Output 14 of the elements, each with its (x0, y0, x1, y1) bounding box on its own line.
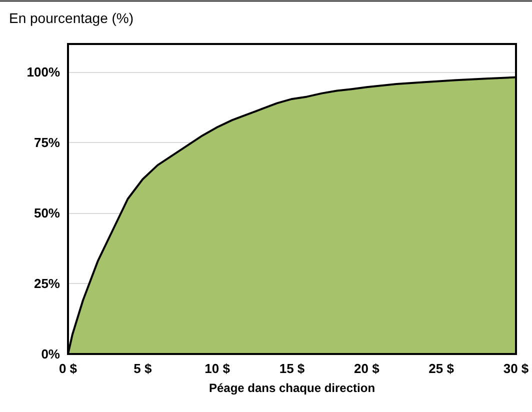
chart-title: En pourcentage (%) (9, 10, 134, 26)
x-tick-label: 5 $ (134, 361, 152, 376)
y-tick-label: 50% (34, 206, 60, 221)
x-tick-label: 0 $ (58, 361, 78, 376)
x-tick-label: 20 $ (354, 361, 380, 376)
y-tick-label: 75% (34, 135, 60, 150)
x-tick-label: 10 $ (204, 361, 231, 376)
x-tick-label: 25 $ (428, 361, 455, 376)
y-tick-label: 25% (34, 276, 60, 292)
y-tick-label: 0% (41, 346, 60, 362)
x-axis-title: Péage dans chaque direction (208, 381, 376, 395)
x-tick-label: 30 $ (503, 361, 530, 376)
y-tick-label: 100% (26, 64, 60, 80)
x-tick-label: 15 $ (279, 361, 306, 376)
